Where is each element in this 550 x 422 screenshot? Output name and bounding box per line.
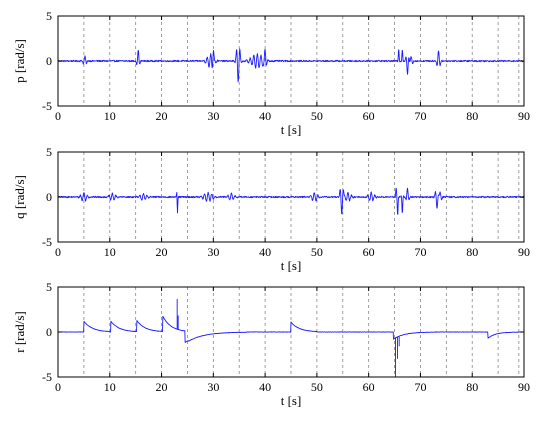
panel-2-y-axis-label: q [rad/s] xyxy=(12,175,27,219)
panel-3-x-tick-label: 50 xyxy=(311,380,323,394)
panel-1-x-tick-label: 30 xyxy=(207,109,219,123)
panel-2-x-tick-label: 50 xyxy=(311,245,323,259)
panel-1-x-tick-label: 40 xyxy=(259,109,271,123)
panel-2-x-tick-label: 40 xyxy=(259,245,271,259)
panel-2-x-tick-label: 0 xyxy=(55,245,61,259)
panel-3-x-axis-label: t [s] xyxy=(281,393,302,408)
panel-1-x-tick-label: 0 xyxy=(55,109,61,123)
panel-1-y-axis-label: p [rad/s] xyxy=(12,39,27,83)
panel-2-x-tick-label: 90 xyxy=(518,245,530,259)
panel-1-y-tick-label: -5 xyxy=(42,99,52,113)
panel-3-x-tick-label: 10 xyxy=(104,380,116,394)
panel-3-x-tick-label: 40 xyxy=(259,380,271,394)
panel-3-y-tick-label: 5 xyxy=(46,280,52,294)
panel-1-x-tick-label: 20 xyxy=(156,109,168,123)
panel-1-y-tick-label: 0 xyxy=(46,54,52,68)
panel-2-x-tick-label: 30 xyxy=(207,245,219,259)
panel-2-y-tick-label: 5 xyxy=(46,145,52,159)
panel-1-x-axis-label: t [s] xyxy=(281,122,302,137)
panel-1-x-tick-label: 50 xyxy=(311,109,323,123)
panel-3-y-tick-label: 0 xyxy=(46,325,52,339)
panel-2-series-line xyxy=(58,187,524,215)
panel-2-y-tick-label: -5 xyxy=(42,235,52,249)
panel-3-x-tick-label: 80 xyxy=(466,380,478,394)
panel-1-series-line xyxy=(58,48,524,83)
panel-1-y-tick-label: 5 xyxy=(46,9,52,23)
panel-1-x-tick-label: 70 xyxy=(414,109,426,123)
panel-3-x-tick-label: 70 xyxy=(414,380,426,394)
panel-2-y-tick-label: 0 xyxy=(46,190,52,204)
panel-2-x-tick-label: 80 xyxy=(466,245,478,259)
panel-2-x-tick-label: 20 xyxy=(156,245,168,259)
panel-2-x-axis-label: t [s] xyxy=(281,258,302,273)
panel-3-series-line xyxy=(58,298,524,377)
panel-3-x-tick-label: 60 xyxy=(363,380,375,394)
panel-1-x-tick-label: 80 xyxy=(466,109,478,123)
panel-3-x-tick-label: 30 xyxy=(207,380,219,394)
panel-3-x-tick-label: 90 xyxy=(518,380,530,394)
panel-1-x-tick-label: 10 xyxy=(104,109,116,123)
panel-2-x-tick-label: 10 xyxy=(104,245,116,259)
panel-3-y-tick-label: -5 xyxy=(42,370,52,384)
panel-2-x-tick-label: 70 xyxy=(414,245,426,259)
panel-3-x-tick-label: 0 xyxy=(55,380,61,394)
panel-1-x-tick-label: 90 xyxy=(518,109,530,123)
panel-2-x-tick-label: 60 xyxy=(363,245,375,259)
panel-3-x-tick-label: 20 xyxy=(156,380,168,394)
panel-3-y-axis-label: r [rad/s] xyxy=(12,311,27,353)
panel-1-x-tick-label: 60 xyxy=(363,109,375,123)
